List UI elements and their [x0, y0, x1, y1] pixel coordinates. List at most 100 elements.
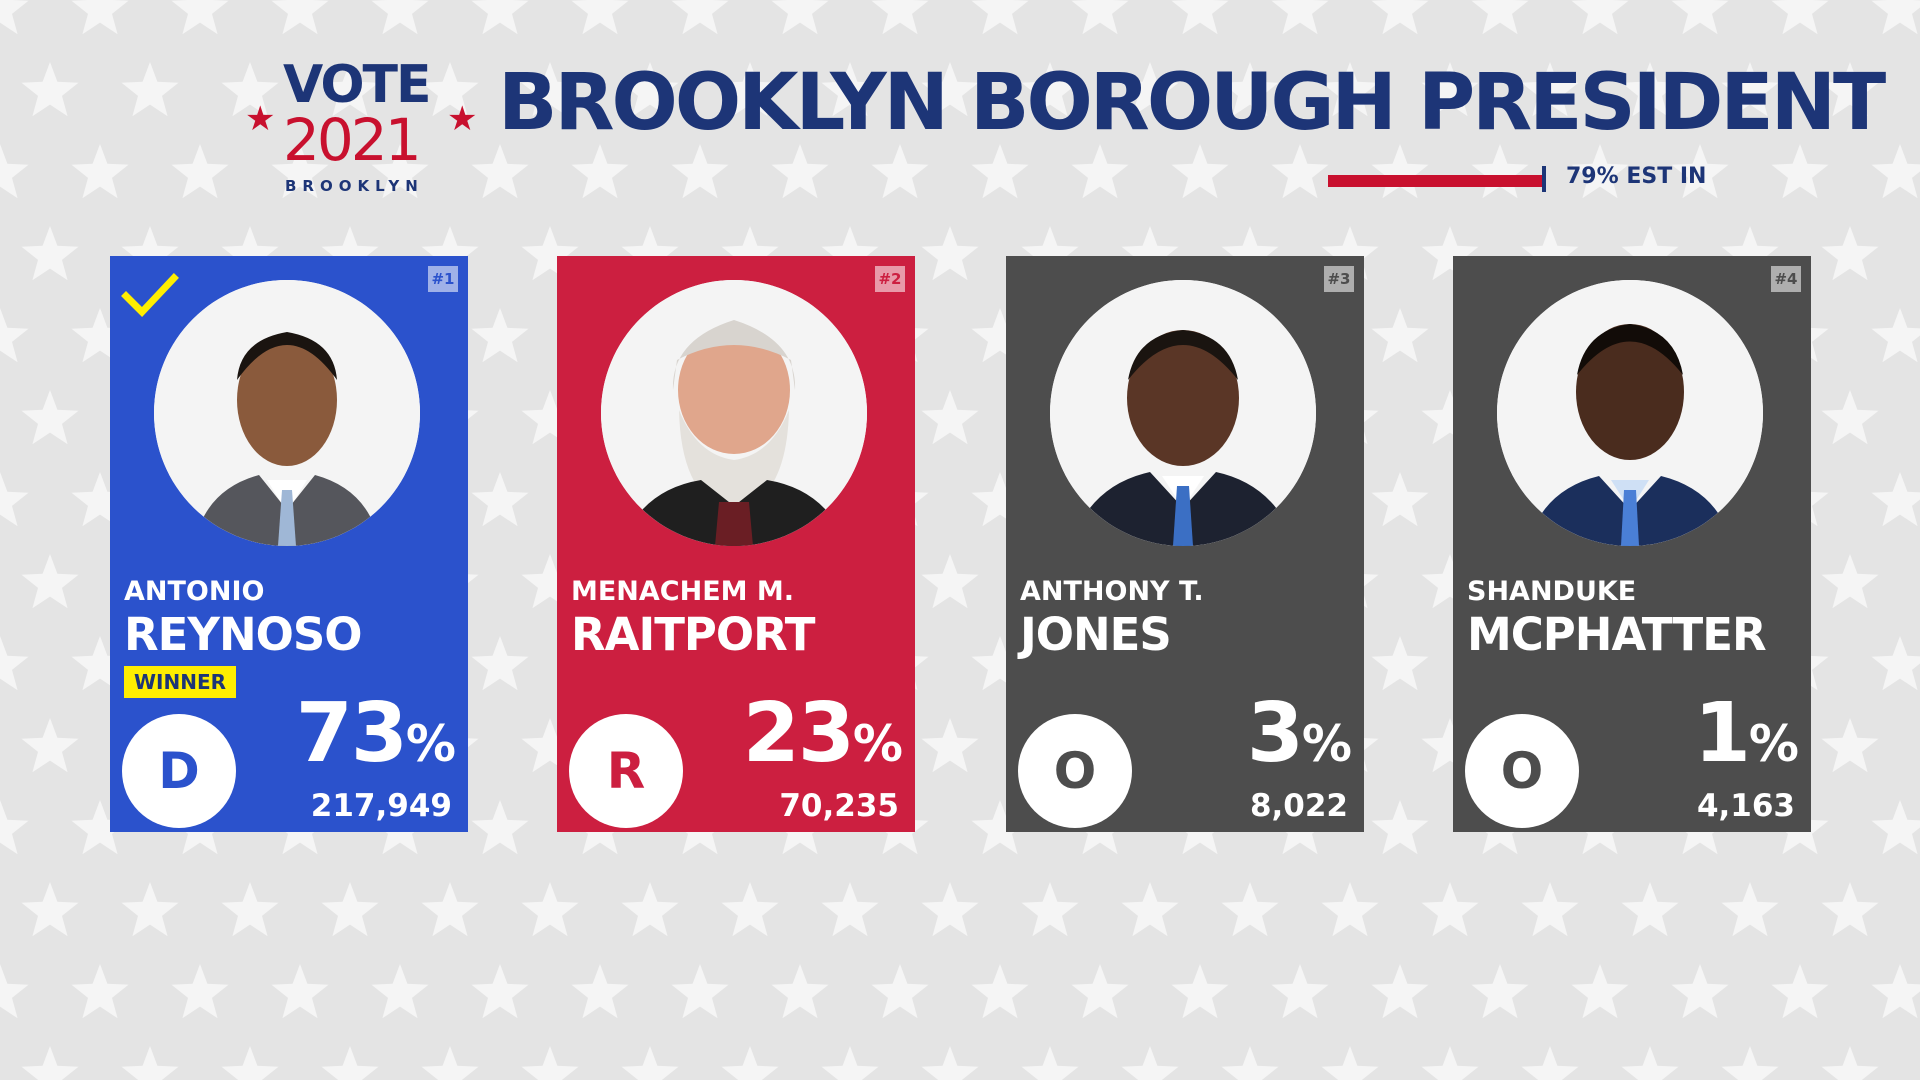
background-star-icon: [71, 308, 129, 363]
background-star-icon: [721, 882, 779, 937]
background-star-icon: [521, 718, 579, 773]
background-star-icon: [1671, 964, 1729, 1019]
background-star-icon: [1721, 882, 1779, 937]
logo-vote-text: VOTE: [283, 55, 432, 115]
background-star-icon: [1371, 308, 1429, 363]
background-star-icon: [1371, 636, 1429, 691]
background-star-icon: [1121, 1046, 1179, 1080]
background-star-icon: [1871, 308, 1920, 363]
background-star-icon: [1871, 800, 1920, 855]
rank-badge: #4: [1771, 266, 1801, 292]
background-star-icon: [771, 144, 829, 199]
party-badge: R: [569, 714, 683, 828]
background-star-icon: [1421, 62, 1479, 117]
background-star-icon: [1171, 964, 1229, 1019]
background-star-icon: [371, 964, 429, 1019]
background-star-icon: [0, 308, 29, 363]
vote-percentage: 73%: [296, 686, 456, 781]
background-star-icon: [1321, 882, 1379, 937]
background-star-icon: [921, 390, 979, 445]
background-star-icon: [721, 62, 779, 117]
background-star-icon: [271, 144, 329, 199]
background-star-icon: [521, 882, 579, 937]
background-star-icon: [471, 308, 529, 363]
candidate-first-name: ANTONIO: [124, 576, 265, 607]
background-star-icon: [1721, 226, 1779, 281]
background-star-icon: [21, 390, 79, 445]
winner-badge: WINNER: [124, 666, 237, 698]
background-star-icon: [921, 718, 979, 773]
reporting-progress-fill: [1328, 175, 1544, 187]
checkmark-icon: [121, 273, 179, 318]
candidate-card-jones: #3 ANTHONY T. JONES O 3% 8,022: [1006, 256, 1364, 832]
background-star-icon: [371, 144, 429, 199]
background-star-icon: [21, 62, 79, 117]
candidate-card-raitport: #2 MENACHEM M. RAITPORT R 23% 70,235: [557, 256, 915, 832]
background-star-icon: [1821, 554, 1879, 609]
candidate-photo: [601, 280, 867, 546]
vote-count: 70,235: [779, 788, 899, 824]
vote-count: 8,022: [1249, 788, 1348, 824]
background-star-icon: [221, 62, 279, 117]
star-icon: ★: [447, 99, 478, 139]
background-star-icon: [1271, 144, 1329, 199]
background-star-icon: [571, 0, 629, 35]
background-star-icon: [0, 472, 29, 527]
background-star-icon: [1821, 718, 1879, 773]
background-star-icon: [671, 144, 729, 199]
background-star-icon: [1821, 1046, 1879, 1080]
candidate-first-name: ANTHONY T.: [1020, 576, 1204, 607]
candidate-first-name: SHANDUKE: [1467, 576, 1637, 607]
background-star-icon: [471, 0, 529, 35]
background-star-icon: [421, 1046, 479, 1080]
background-star-icon: [721, 1046, 779, 1080]
candidate-card-reynoso: #1 ANTONIO REYNOSO WINNER D 73% 217,949: [110, 256, 468, 832]
background-star-icon: [121, 1046, 179, 1080]
background-star-icon: [1721, 1046, 1779, 1080]
background-star-icon: [21, 718, 79, 773]
candidate-first-name: MENACHEM M.: [571, 576, 795, 607]
vote-percentage: 23%: [743, 686, 903, 781]
background-star-icon: [521, 62, 579, 117]
vote-count: 217,949: [310, 788, 452, 824]
background-star-icon: [1821, 226, 1879, 281]
background-star-icon: [821, 882, 879, 937]
background-star-icon: [1371, 472, 1429, 527]
background-star-icon: [1421, 554, 1479, 609]
background-star-icon: [271, 0, 329, 35]
background-star-icon: [1571, 0, 1629, 35]
background-star-icon: [971, 308, 1029, 363]
background-star-icon: [1021, 882, 1079, 937]
background-star-icon: [1521, 1046, 1579, 1080]
background-star-icon: [1871, 636, 1920, 691]
background-star-icon: [1821, 390, 1879, 445]
background-star-icon: [271, 964, 329, 1019]
background-star-icon: [571, 144, 629, 199]
background-star-icon: [71, 144, 129, 199]
background-star-icon: [821, 62, 879, 117]
background-star-icon: [1071, 964, 1129, 1019]
background-star-icon: [21, 882, 79, 937]
background-star-icon: [1471, 144, 1529, 199]
background-star-icon: [1121, 882, 1179, 937]
background-star-icon: [1421, 226, 1479, 281]
background-star-icon: [1221, 226, 1279, 281]
background-star-icon: [1371, 0, 1429, 35]
background-star-icon: [821, 1046, 879, 1080]
background-star-icon: [1121, 226, 1179, 281]
background-star-icon: [971, 472, 1029, 527]
background-star-icon: [0, 636, 29, 691]
background-star-icon: [1871, 964, 1920, 1019]
background-star-icon: [1821, 62, 1879, 117]
background-star-icon: [1071, 144, 1129, 199]
background-star-icon: [71, 800, 129, 855]
background-star-icon: [0, 0, 29, 35]
background-star-icon: [521, 390, 579, 445]
percentage-sign: %: [405, 715, 456, 773]
party-badge: O: [1018, 714, 1132, 828]
background-star-icon: [921, 554, 979, 609]
background-star-icon: [1471, 0, 1529, 35]
background-star-icon: [521, 226, 579, 281]
background-star-icon: [971, 144, 1029, 199]
background-star-icon: [1621, 62, 1679, 117]
